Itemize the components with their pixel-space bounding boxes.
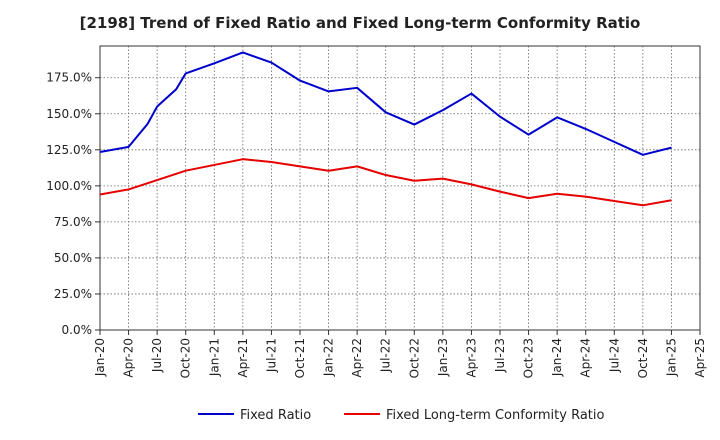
y-tick-label: 50.0% <box>54 251 92 265</box>
x-tick-label: Jul-21 <box>264 338 278 373</box>
x-tick-label: Oct-20 <box>179 338 193 378</box>
legend-label: Fixed Long-term Conformity Ratio <box>386 408 605 423</box>
series-line-fixed-long-term-conformity-ratio <box>99 158 672 207</box>
x-tick-label: Apr-24 <box>579 338 593 378</box>
x-tick-label: Apr-25 <box>693 338 707 378</box>
x-tick-label: Apr-23 <box>464 338 478 378</box>
x-tick-label: Jan-25 <box>664 338 678 377</box>
x-tick-label: Jan-21 <box>207 338 221 377</box>
x-tick-label: Apr-20 <box>122 338 136 378</box>
x-tick-label: Jul-23 <box>493 338 507 373</box>
series-line-fixed-ratio <box>99 51 672 156</box>
y-tick-label: 175.0% <box>46 71 92 85</box>
x-tick-label: Jul-24 <box>607 338 621 373</box>
x-tick-label: Jan-24 <box>550 338 564 377</box>
x-tick-label: Oct-23 <box>522 338 536 378</box>
y-tick-label: 25.0% <box>54 287 92 301</box>
plot-area <box>100 46 700 330</box>
x-tick-label: Jul-20 <box>150 338 164 373</box>
x-tick-label: Jan-23 <box>436 338 450 377</box>
x-tick-label: Jul-22 <box>379 338 393 373</box>
chart-title: [2198] Trend of Fixed Ratio and Fixed Lo… <box>79 14 641 32</box>
x-tick-label: Oct-21 <box>293 338 307 378</box>
x-tick-label: Jan-22 <box>322 338 336 377</box>
legend-label: Fixed Ratio <box>240 408 311 423</box>
x-tick-label: Oct-24 <box>636 338 650 378</box>
y-tick-label: 125.0% <box>46 143 92 157</box>
x-tick-label: Oct-22 <box>407 338 421 378</box>
y-tick-label: 100.0% <box>46 179 92 193</box>
x-tick-label: Jan-20 <box>93 338 107 377</box>
x-tick-label: Apr-22 <box>350 338 364 378</box>
y-tick-label: 75.0% <box>54 215 92 229</box>
y-tick-label: 150.0% <box>46 107 92 121</box>
x-tick-label: Apr-21 <box>236 338 250 378</box>
plot-frame <box>99 45 701 331</box>
y-tick-label: 0.0% <box>62 323 93 337</box>
